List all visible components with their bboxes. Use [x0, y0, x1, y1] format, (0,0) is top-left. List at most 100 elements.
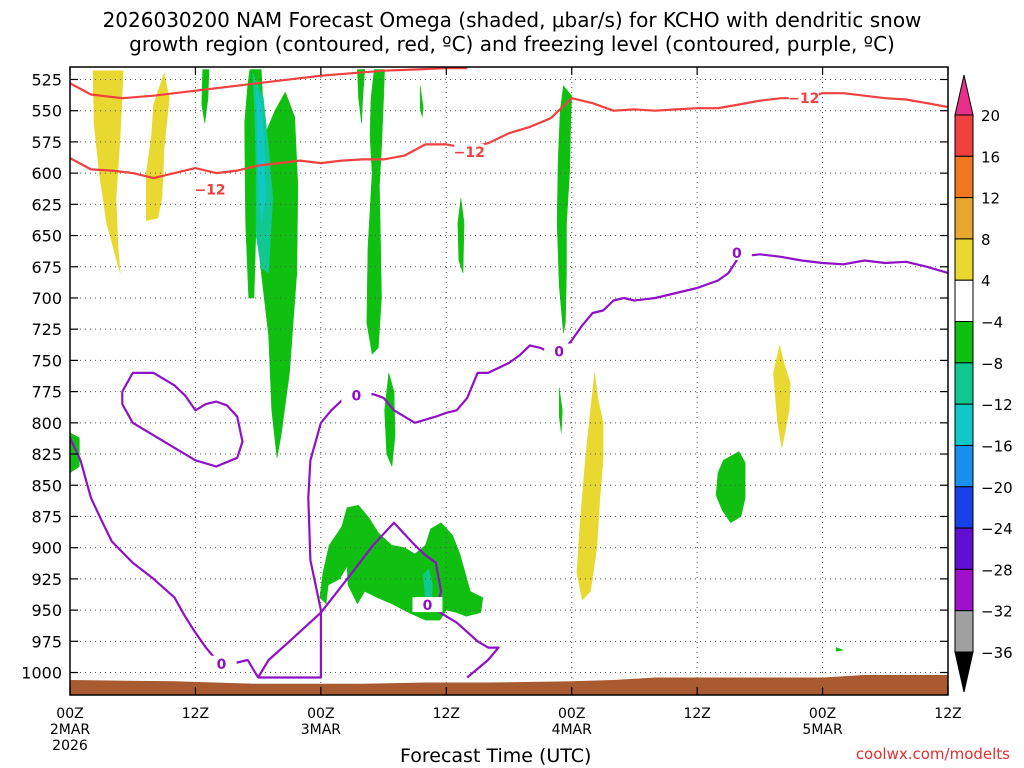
colorbar-tick-label: −28: [981, 561, 1013, 579]
contour-label-bg: [721, 245, 752, 261]
x-tick-label: 12Z: [182, 706, 209, 722]
colorbar-tick-label: 16: [981, 148, 1000, 166]
plot-frame: [69, 66, 949, 696]
colorbar-segment: [954, 321, 974, 364]
x-tick-label: 00Z: [558, 706, 585, 722]
colorbar-segment: [954, 568, 974, 612]
omega-region-0: [92, 70, 124, 274]
y-tick-label: 825: [31, 445, 62, 464]
omega-region-3: [773, 345, 791, 448]
colorbar-segment: [954, 114, 974, 157]
colorbar-segment: [954, 486, 974, 529]
y-tick-label: 575: [31, 133, 62, 152]
omega-region-12: [558, 387, 563, 433]
omega-region-15: [835, 647, 844, 652]
y-tick-label: 775: [31, 383, 62, 402]
colorbar-segment: [954, 279, 974, 323]
contour-label-bg: [412, 597, 443, 613]
colorbar-top-arrow: [954, 74, 974, 116]
plot-background: [70, 67, 948, 695]
colorbar-segment: [954, 403, 974, 446]
terrain-ground: [70, 675, 948, 695]
colorbar-segment: [954, 444, 974, 488]
x-tick-label: 2MAR: [50, 722, 91, 738]
y-tick-label: 900: [31, 539, 62, 558]
x-tick-label: 2026: [52, 738, 88, 754]
colorbar-tick-label: −4: [981, 314, 1003, 332]
omega-region-4: [201, 69, 210, 124]
y-tick-label: 850: [31, 476, 62, 495]
contour-label: −12: [454, 145, 485, 161]
colorbar-tick-label: 20: [981, 107, 1000, 125]
contour-freezing-3: [257, 521, 500, 679]
x-axis-label: Forecast Time (UTC): [400, 745, 592, 767]
omega-region-8: [419, 85, 424, 117]
y-tick-label: 925: [31, 570, 62, 589]
colorbar-segment: [954, 155, 974, 199]
y-axis: 525 550 575 600 625 650 675 700 725 750 775 800 825 8…: [21, 70, 948, 683]
colorbar-tick-label: −36: [981, 644, 1013, 662]
contour-label-bg: [341, 387, 372, 403]
x-tick-label: 00Z: [56, 706, 83, 722]
y-tick-label: 950: [31, 601, 62, 620]
y-tick-label: 625: [31, 195, 62, 214]
colorbar-tick-label: −20: [981, 479, 1013, 497]
y-tick-label: 875: [31, 507, 62, 526]
colorbar-segment: [954, 610, 974, 653]
colorbar-bottom-arrow: [954, 651, 974, 693]
contour-label: 0: [352, 388, 362, 404]
contour-label: 0: [554, 345, 564, 361]
colorbar-segment: [954, 197, 974, 240]
x-tick-label: 12Z: [934, 706, 961, 722]
omega-region-10: [384, 372, 396, 467]
omega-region-2: [576, 372, 604, 601]
colorbar-tick-label: 4: [981, 272, 991, 290]
contour-label-bg: [195, 181, 226, 197]
x-tick-label: 12Z: [433, 706, 460, 722]
y-tick-label: 600: [31, 164, 62, 183]
y-tick-label: 750: [31, 351, 62, 370]
chart-title-line2: growth region (contoured, red, ºC) and f…: [129, 32, 895, 56]
omega-region-6: [357, 69, 366, 124]
x-tick-label: 4MAR: [552, 722, 593, 738]
contour-label-bg: [454, 143, 485, 159]
contour-label: 0: [423, 598, 433, 614]
y-tick-label: 700: [31, 289, 62, 308]
terrain-fill: [70, 675, 948, 695]
y-tick-label: 800: [31, 414, 62, 433]
contour-label-bg: [788, 90, 819, 106]
omega-region-18: [255, 85, 266, 224]
contour-label: −12: [788, 91, 819, 107]
omega-region-1: [146, 72, 170, 221]
colorbar-tick-label: −24: [981, 520, 1013, 538]
colorbar-segment: [954, 527, 974, 570]
chart-title: 2026030200 NAM Forecast Omega (shaded, μ…: [0, 8, 1024, 56]
contour-labels: −12 −12 −12 0 0 0 0 0: [194, 90, 819, 673]
colorbar-tick-label: −16: [981, 437, 1013, 455]
site-credit[interactable]: coolwx.com/modelts: [855, 745, 1010, 763]
contour-label-bg: [206, 655, 237, 671]
contour-label: 0: [217, 657, 227, 673]
colorbar-segment: [954, 362, 974, 405]
omega-region-7: [366, 69, 385, 355]
omega-region-11: [556, 85, 572, 333]
omega-region-14: [715, 451, 746, 524]
colorbar-tick-label: 12: [981, 190, 1000, 208]
contour-freezing-1: [121, 371, 244, 468]
x-tick-label: 3MAR: [301, 722, 342, 738]
y-tick-label: 975: [31, 632, 62, 651]
y-tick-label: 725: [31, 320, 62, 339]
y-tick-label: 1000: [21, 664, 62, 683]
x-tick-label: 00Z: [809, 706, 836, 722]
y-tick-label: 650: [31, 227, 62, 246]
contour-dgz-0: [70, 67, 468, 100]
colorbar-segment: [954, 238, 974, 281]
x-tick-label: 00Z: [307, 706, 334, 722]
colorbar-tick-label: −32: [981, 603, 1013, 621]
contour-freezing-2: [258, 253, 948, 679]
x-tick-label: 12Z: [683, 706, 710, 722]
contour-label-bg: [544, 343, 575, 359]
colorbar: 20 16 12 8 4 −4 −8 −12 −16 −20 −24 −28 −32 −36: [954, 74, 1013, 693]
